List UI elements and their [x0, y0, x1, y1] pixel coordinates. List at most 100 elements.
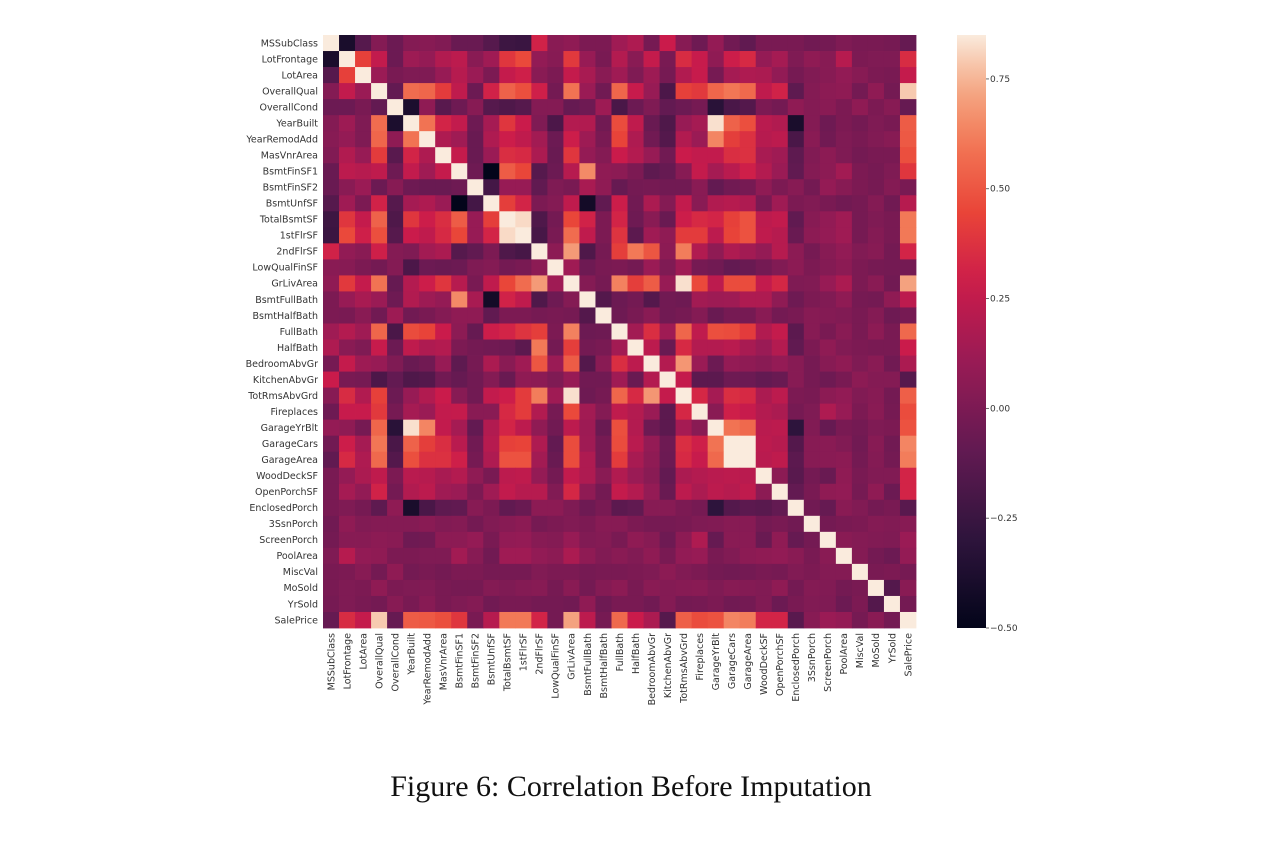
- heatmap-cell: [819, 563, 837, 581]
- heatmap-cell: [627, 483, 644, 501]
- heatmap-cell: [899, 307, 917, 324]
- heatmap-cell: [579, 243, 596, 260]
- heatmap-cell: [515, 403, 532, 421]
- heatmap-cell: [643, 563, 660, 581]
- heatmap-cell: [403, 291, 420, 308]
- heatmap-cell: [499, 467, 516, 485]
- heatmap-cell: [403, 371, 420, 388]
- heatmap-cell: [435, 451, 452, 469]
- heatmap-cell: [707, 547, 725, 565]
- heatmap-cell: [611, 211, 628, 228]
- heatmap-cell: [387, 243, 404, 260]
- heatmap-cell: [723, 403, 741, 421]
- heatmap-cell: [691, 147, 709, 164]
- heatmap-cell: [851, 259, 869, 276]
- heatmap-cell: [339, 83, 356, 100]
- heatmap-cell: [483, 115, 500, 132]
- heatmap-cell: [803, 291, 821, 308]
- heatmap-cell: [851, 531, 869, 549]
- heatmap-cell: [723, 83, 741, 100]
- heatmap-cell: [627, 275, 644, 292]
- heatmap-cell: [803, 259, 821, 276]
- heatmap-cell: [627, 435, 644, 453]
- heatmap-cell: [483, 579, 500, 597]
- heatmap-cell: [323, 515, 340, 533]
- heatmap-cell: [451, 83, 468, 100]
- heatmap-cell: [707, 323, 725, 340]
- heatmap-cell: [339, 531, 356, 549]
- heatmap-cell: [883, 227, 901, 244]
- heatmap-cell: [835, 83, 853, 100]
- heatmap-cell: [435, 115, 452, 132]
- heatmap-cell: [611, 307, 628, 324]
- colorbar-tick-label: 0.75: [990, 75, 1010, 85]
- heatmap-cell: [803, 35, 821, 52]
- x-tick-label: Fireplaces: [695, 633, 706, 681]
- heatmap-cell: [323, 483, 340, 501]
- heatmap-cell: [643, 515, 660, 533]
- heatmap-cell: [403, 355, 420, 372]
- heatmap-cell: [627, 179, 644, 196]
- heatmap-cell: [579, 483, 596, 501]
- heatmap-cell: [595, 339, 612, 356]
- heatmap-cell: [691, 323, 709, 340]
- heatmap-cell: [803, 163, 821, 180]
- heatmap-cell: [627, 499, 644, 517]
- heatmap-cell: [355, 531, 372, 549]
- heatmap-cell: [867, 371, 885, 388]
- heatmap-cell: [611, 547, 628, 565]
- heatmap-cell: [339, 403, 356, 421]
- heatmap-cell: [499, 419, 516, 437]
- heatmap-cell: [595, 355, 612, 372]
- heatmap-cell: [867, 115, 885, 132]
- heatmap-cell: [499, 115, 516, 132]
- heatmap-cell: [611, 467, 628, 485]
- heatmap-cell: [467, 291, 484, 308]
- heatmap-cell: [739, 339, 757, 356]
- heatmap-cell: [323, 83, 340, 100]
- heatmap-cell: [643, 227, 660, 244]
- heatmap-cell: [755, 163, 773, 180]
- heatmap-cell: [675, 307, 693, 324]
- heatmap-cell: [387, 515, 404, 533]
- heatmap-cell: [771, 371, 789, 388]
- heatmap-cell: [435, 467, 452, 485]
- heatmap-cell: [531, 483, 548, 501]
- heatmap-cell: [371, 163, 388, 180]
- heatmap-cell: [659, 563, 676, 581]
- heatmap-cell: [899, 35, 917, 52]
- heatmap-cell: [403, 595, 420, 613]
- heatmap-cell: [595, 387, 612, 405]
- heatmap-cell: [595, 99, 612, 116]
- heatmap-cell: [707, 499, 725, 517]
- heatmap-cell: [339, 259, 356, 276]
- heatmap-cell: [899, 387, 917, 405]
- heatmap-cell: [419, 275, 436, 292]
- heatmap-cell: [515, 259, 532, 276]
- heatmap-cell: [691, 403, 709, 421]
- heatmap-cell: [883, 211, 901, 228]
- heatmap-cell: [435, 403, 452, 421]
- heatmap-cell: [787, 35, 805, 52]
- heatmap-cell: [483, 83, 500, 100]
- heatmap-cell: [499, 579, 516, 597]
- heatmap-cell: [435, 531, 452, 549]
- heatmap-cell: [835, 563, 853, 581]
- heatmap-cell: [355, 211, 372, 228]
- heatmap-cell: [531, 35, 548, 52]
- heatmap-cell: [755, 339, 773, 356]
- heatmap-cell: [563, 275, 580, 292]
- heatmap-cell: [739, 483, 757, 501]
- heatmap-cell: [899, 547, 917, 565]
- heatmap-cell: [531, 83, 548, 100]
- heatmap-cell: [547, 195, 564, 212]
- heatmap-cell: [851, 371, 869, 388]
- heatmap-cell: [323, 115, 340, 132]
- heatmap-cell: [515, 163, 532, 180]
- heatmap-cell: [355, 195, 372, 212]
- heatmap-cell: [451, 515, 468, 533]
- heatmap-cell: [627, 547, 644, 565]
- heatmap-cell: [451, 579, 468, 597]
- heatmap-cell: [771, 115, 789, 132]
- heatmap-cell: [339, 99, 356, 116]
